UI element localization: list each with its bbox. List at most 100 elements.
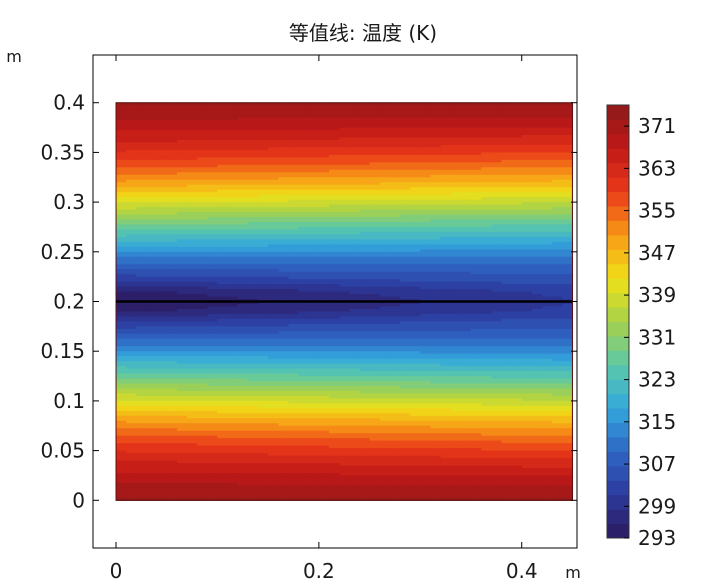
field-cell [258,120,269,124]
field-cell [308,226,320,231]
field-cell [308,281,320,285]
field-cell [176,152,188,156]
field-cell [460,159,472,163]
field-cell [227,308,239,313]
field-cell [339,264,350,268]
field-cell [258,139,269,144]
field-cell [450,311,462,315]
field-cell [521,177,533,181]
field-cell [166,316,178,320]
field-cell [440,204,452,208]
field-cell [481,135,492,139]
field-cell [268,184,279,188]
field-cell [339,224,350,228]
field-cell [197,301,208,305]
field-cell [389,192,401,196]
field-cell [116,139,127,144]
field-cell [298,207,310,211]
field-cell [116,289,127,293]
field-cell [156,209,168,213]
field-cell [389,132,401,136]
field-cell [389,328,401,332]
field-cell [207,117,219,121]
field-cell [481,214,492,218]
field-cell [460,194,472,198]
field-cell [460,142,472,146]
field-cell [237,226,249,231]
field-cell [197,194,208,198]
field-cell [542,197,553,201]
field-cell [197,212,208,216]
field-cell [318,373,330,377]
field-cell [460,306,472,310]
field-cell [542,169,553,173]
field-cell [187,279,198,283]
field-cell [227,323,239,327]
field-cell [187,363,198,367]
field-cell [481,120,492,124]
field-cell [278,294,290,298]
field-cell [156,122,168,126]
field-cell [521,308,533,313]
field-cell [542,135,553,139]
field-cell [166,167,178,171]
field-cell [247,107,259,111]
field-cell [460,318,472,322]
field-cell [258,219,269,223]
field-cell [379,199,391,203]
field-cell [268,274,279,278]
field-cell [389,226,401,231]
field-cell [146,239,158,243]
field-cell [460,259,472,263]
field-cell [237,172,249,176]
field-cell [400,159,411,163]
field-cell [481,221,492,226]
field-cell [156,221,168,226]
field-cell [268,254,279,258]
field-cell [166,207,178,211]
field-cell [207,259,219,263]
field-cell [430,301,442,305]
field-cell [359,231,371,235]
field-cell [207,318,219,322]
field-cell [400,127,411,131]
field-cell [207,137,219,141]
field-cell [197,256,208,260]
field-cell [410,236,421,240]
field-cell [268,266,279,270]
field-cell [136,187,148,191]
field-cell [471,286,482,290]
field-cell [146,189,158,193]
field-cell [400,144,411,149]
field-cell [268,336,279,340]
field-cell [329,127,340,131]
field-cell [491,192,503,196]
field-cell [481,204,492,208]
field-cell [410,127,421,131]
field-cell [288,368,300,372]
field-cell [329,336,340,340]
field-cell [268,236,279,240]
field-cell [278,102,290,106]
field-cell [318,276,330,280]
field-cell [481,132,492,136]
field-cell [440,269,452,273]
field-cell [400,102,411,106]
field-cell [410,321,421,325]
field-cell [176,130,188,134]
field-cell [116,286,127,290]
field-cell [237,177,249,181]
field-cell [227,199,239,203]
field-cell [237,135,249,139]
field-cell [430,363,442,367]
field-cell [116,368,127,372]
field-cell [471,353,482,357]
field-cell [156,110,168,114]
field-cell [288,192,300,196]
field-cell [450,239,462,243]
field-cell [450,167,462,171]
field-cell [359,204,371,208]
field-cell [298,204,310,208]
field-cell [460,323,472,327]
field-cell [501,142,513,146]
